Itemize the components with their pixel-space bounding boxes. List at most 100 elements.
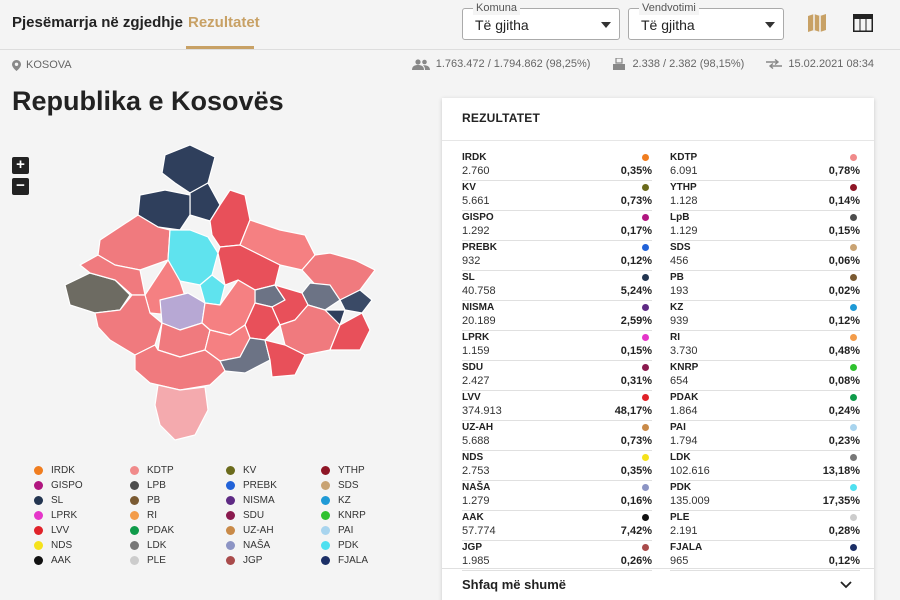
party-color-dot [850, 364, 857, 371]
legend-item: UZ-AH [226, 525, 274, 536]
party-result-row[interactable]: PDAK 1.864 0,24% [670, 391, 860, 421]
table-view-icon[interactable] [852, 12, 874, 34]
party-result-row[interactable]: PLE 2.191 0,28% [670, 511, 860, 541]
results-column-left: IRDK 2.760 0,35% KV 5.661 0,73% GISPO 1.292 0,17… [462, 151, 652, 571]
legend-dot [130, 541, 139, 550]
legend-label: GISPO [51, 480, 83, 491]
party-votes: 102.616 [670, 465, 710, 477]
map-region-viti[interactable] [264, 339, 306, 378]
map-region-vushtrri[interactable] [199, 274, 226, 306]
zoom-out-button[interactable]: − [12, 178, 29, 195]
party-result-row[interactable]: LPRK 1.159 0,15% [462, 331, 652, 361]
party-result-row[interactable]: FJALA 965 0,12% [670, 541, 860, 571]
legend-dot [321, 556, 330, 565]
komuna-select[interactable]: Komuna Të gjitha [462, 1, 620, 40]
legend-item: IRDK [34, 465, 75, 476]
party-votes: 1.159 [462, 345, 490, 357]
map-view-icon[interactable] [806, 12, 828, 34]
party-result-row[interactable]: LDK 102.616 13,18% [670, 451, 860, 481]
party-result-row[interactable]: GISPO 1.292 0,17% [462, 211, 652, 241]
party-color-dot [642, 454, 649, 461]
legend-label: AAK [51, 555, 72, 566]
show-more-button[interactable]: Shfaq më shumë [462, 577, 567, 592]
tab-results[interactable]: Rezultatet [188, 14, 260, 31]
map-region-east-small[interactable] [324, 309, 346, 326]
party-name: NDS [462, 452, 484, 463]
party-color-dot [850, 514, 857, 521]
legend-item: PAI [321, 525, 353, 536]
party-name: IRDK [462, 152, 487, 163]
map-region-dragash[interactable] [154, 384, 209, 441]
party-result-row[interactable]: KNRP 654 0,08% [670, 361, 860, 391]
party-result-row[interactable]: UZ-AH 5.688 0,73% [462, 421, 652, 451]
party-result-row[interactable]: SDS 456 0,06% [670, 241, 860, 271]
tab-participation[interactable]: Pjesëmarrja në zgjedhje [12, 14, 183, 31]
party-result-row[interactable]: SL 40.758 5,24% [462, 271, 652, 301]
legend-item: AAK [34, 555, 71, 566]
party-result-row[interactable]: JGP 1.985 0,26% [462, 541, 652, 571]
party-percentage: 0,15% [620, 345, 652, 357]
party-votes: 135.009 [670, 495, 710, 507]
party-name: UZ-AH [462, 422, 494, 433]
party-percentage: 0,73% [620, 435, 652, 447]
party-percentage: 0,08% [828, 375, 860, 387]
legend-item: PREBK [226, 480, 277, 491]
party-result-row[interactable]: YTHP 1.128 0,14% [670, 181, 860, 211]
vendvotim-select-label: Vendvotimi [639, 1, 699, 15]
party-votes: 939 [670, 315, 689, 327]
party-result-row[interactable]: KZ 939 0,12% [670, 301, 860, 331]
party-votes: 2.427 [462, 375, 490, 387]
party-result-row[interactable]: IRDK 2.760 0,35% [462, 151, 652, 181]
party-result-row[interactable]: PB 193 0,02% [670, 271, 860, 301]
party-votes: 654 [670, 375, 689, 387]
legend-item: JGP [226, 555, 262, 566]
legend-dot [130, 466, 139, 475]
voters-icon [411, 58, 430, 70]
map-region-east-sl[interactable] [339, 289, 373, 314]
party-result-row[interactable]: AAK 57.774 7,42% [462, 511, 652, 541]
legend-item: SDS [321, 480, 359, 491]
legend-item: PDK [321, 540, 359, 551]
party-name: LPRK [462, 332, 490, 343]
legend-dot [34, 466, 43, 475]
kosovo-results-map[interactable] [40, 135, 400, 445]
legend-label: PAI [338, 525, 354, 536]
vendvotim-select[interactable]: Vendvotimi Të gjitha [628, 1, 784, 40]
komuna-select-label: Komuna [473, 1, 520, 15]
party-result-row[interactable]: RI 3.730 0,48% [670, 331, 860, 361]
party-result-row[interactable]: KV 5.661 0,73% [462, 181, 652, 211]
komuna-select-value: Të gjitha [475, 17, 529, 33]
party-color-dot [642, 514, 649, 521]
party-result-row[interactable]: NISMA 20.189 2,59% [462, 301, 652, 331]
legend-label: YTHP [338, 465, 365, 476]
legend-item: KZ [321, 495, 351, 506]
legend-label: LDK [147, 540, 167, 551]
party-result-row[interactable]: NAŠA 1.279 0,16% [462, 481, 652, 511]
party-result-row[interactable]: PDK 135.009 17,35% [670, 481, 860, 511]
legend-item: KV [226, 465, 256, 476]
party-result-row[interactable]: PREBK 932 0,12% [462, 241, 652, 271]
chevron-down-icon[interactable] [840, 581, 852, 589]
party-result-row[interactable]: NDS 2.753 0,35% [462, 451, 652, 481]
party-result-row[interactable]: KDTP 6.091 0,78% [670, 151, 860, 181]
legend-item: RI [130, 510, 157, 521]
legend-dot [321, 496, 330, 505]
party-percentage: 0,26% [620, 555, 652, 567]
party-result-row[interactable]: LVV 374.913 48,17% [462, 391, 652, 421]
map-region-kamenice[interactable] [329, 312, 371, 351]
legend-label: NISMA [243, 495, 275, 506]
legend-dot [321, 541, 330, 550]
party-result-row[interactable]: PAI 1.794 0,23% [670, 421, 860, 451]
stations-count: 2.338 / 2.382 (98,15%) [632, 58, 745, 70]
zoom-in-button[interactable]: + [12, 157, 29, 174]
legend-label: IRDK [51, 465, 75, 476]
party-color-dot [642, 484, 649, 491]
legend-label: LVV [51, 525, 70, 536]
top-bar: Pjesëmarrja në zgjedhje Rezultatet Komun… [0, 0, 900, 50]
party-result-row[interactable]: LpB 1.129 0,15% [670, 211, 860, 241]
map-region-prizren[interactable] [134, 344, 226, 391]
party-name: PB [670, 272, 684, 283]
party-result-row[interactable]: SDU 2.427 0,31% [462, 361, 652, 391]
legend-label: LPRK [51, 510, 78, 521]
party-color-dot [850, 484, 857, 491]
